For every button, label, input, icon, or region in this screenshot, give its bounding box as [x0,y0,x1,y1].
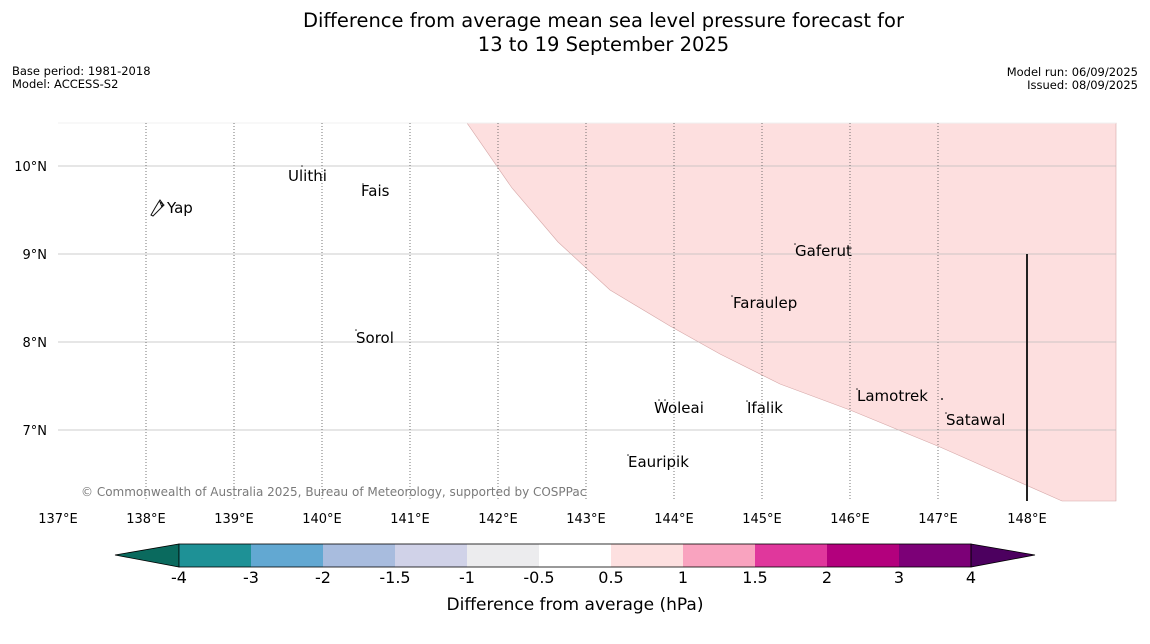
lon-label-145e: 145°E [742,512,782,527]
colorbar-seg-2 [251,544,323,567]
colorbar-seg-8 [683,544,755,567]
colorbar-tick-neg1-5: -1.5 [379,568,410,587]
issued-date: Issued: 08/09/2025 [1027,78,1138,92]
title-line-1: Difference from average mean sea level p… [303,9,904,32]
lon-label-142e: 142°E [478,512,518,527]
place-gaferut: Gaferut [795,242,852,260]
place-sorol: Sorol [356,329,394,347]
colorbar-tick-1-5: 1.5 [742,568,767,587]
colorbar-high-extend [970,543,1036,568]
place-lamotrek: Lamotrek [857,387,928,405]
lon-label-139e: 139°E [214,512,254,527]
lat-label-9n: 9°N [23,248,48,263]
title-line-2: 13 to 19 September 2025 [477,33,730,56]
colorbar-seg-10 [827,544,899,567]
place-fais: Fais [361,182,390,200]
anomaly-region [466,122,1117,502]
colorbar-seg-7 [611,544,683,567]
copyright-notice: © Commonwealth of Australia 2025, Bureau… [81,485,586,499]
colorbar-tick-1: 1 [678,568,688,587]
island-dots [301,165,947,456]
colorbar-seg-3 [323,544,395,567]
base-period: Base period: 1981-2018 [12,64,151,78]
lon-label-147e: 147°E [918,512,958,527]
place-woleai: Woleai [654,399,704,417]
place-faraulep: Faraulep [733,294,797,312]
place-satawal: Satawal [946,411,1005,429]
place-labels: Yap Ulithi Fais Gaferut Faraulep Sorol L… [166,167,1005,471]
chart-title: Difference from average mean sea level p… [0,9,1150,57]
yap-island-outline [150,199,165,217]
lon-grid [145,123,939,501]
lon-label-141e: 141°E [390,512,430,527]
colorbar-tick-neg3: -3 [243,568,259,587]
lon-label-148e: 148°E [1007,512,1047,527]
lon-label-144e: 144°E [654,512,694,527]
colorbar-title: Difference from average (hPa) [447,595,704,615]
lon-labels: 137°E 138°E 139°E 140°E 141°E 142°E 143°… [38,512,1047,527]
place-ifalik: Ifalik [747,399,783,417]
colorbar-ticks: -4 -3 -2 -1.5 -1 -0.5 0.5 1 1.5 2 3 4 [171,568,976,587]
colorbar-seg-5 [467,544,539,567]
lat-label-10n: 10°N [14,160,47,175]
colorbar-tick-2: 2 [822,568,832,587]
lon-label-143e: 143°E [566,512,606,527]
colorbar-seg-11 [899,544,971,567]
colorbar-low-extend [114,543,180,568]
colorbar-seg-6 [539,544,611,567]
colorbar-tick-neg4: -4 [171,568,187,587]
model-run: Model run: 06/09/2025 [1006,65,1138,79]
colorbar-tick-0-5: 0.5 [598,568,623,587]
colorbar-tick-neg2: -2 [315,568,331,587]
meta-right: Model run: 06/09/2025 Issued: 08/09/2025 [1007,66,1138,92]
meta-left: Base period: 1981-2018 Model: ACCESS-S2 [12,65,151,91]
lon-label-146e: 146°E [830,512,870,527]
colorbar [114,543,1036,568]
place-yap: Yap [166,199,193,217]
place-eauripik: Eauripik [628,453,689,471]
colorbar-outline [178,543,972,568]
colorbar-tick-neg1: -1 [459,568,475,587]
lat-label-8n: 8°N [23,336,48,351]
model-name: Model: ACCESS-S2 [12,77,119,91]
lat-labels: 10°N 9°N 8°N 7°N [14,160,47,439]
colorbar-seg-9 [755,544,827,567]
lon-label-140e: 140°E [302,512,342,527]
lon-label-138e: 138°E [126,512,166,527]
colorbar-tick-3: 3 [894,568,904,587]
colorbar-tick-4: 4 [966,568,976,587]
lat-label-7n: 7°N [23,424,48,439]
lon-label-137e: 137°E [38,512,78,527]
colorbar-seg-4 [395,544,467,567]
place-ulithi: Ulithi [288,167,327,185]
colorbar-tick-neg0-5: -0.5 [523,568,554,587]
colorbar-seg-1 [179,544,251,567]
